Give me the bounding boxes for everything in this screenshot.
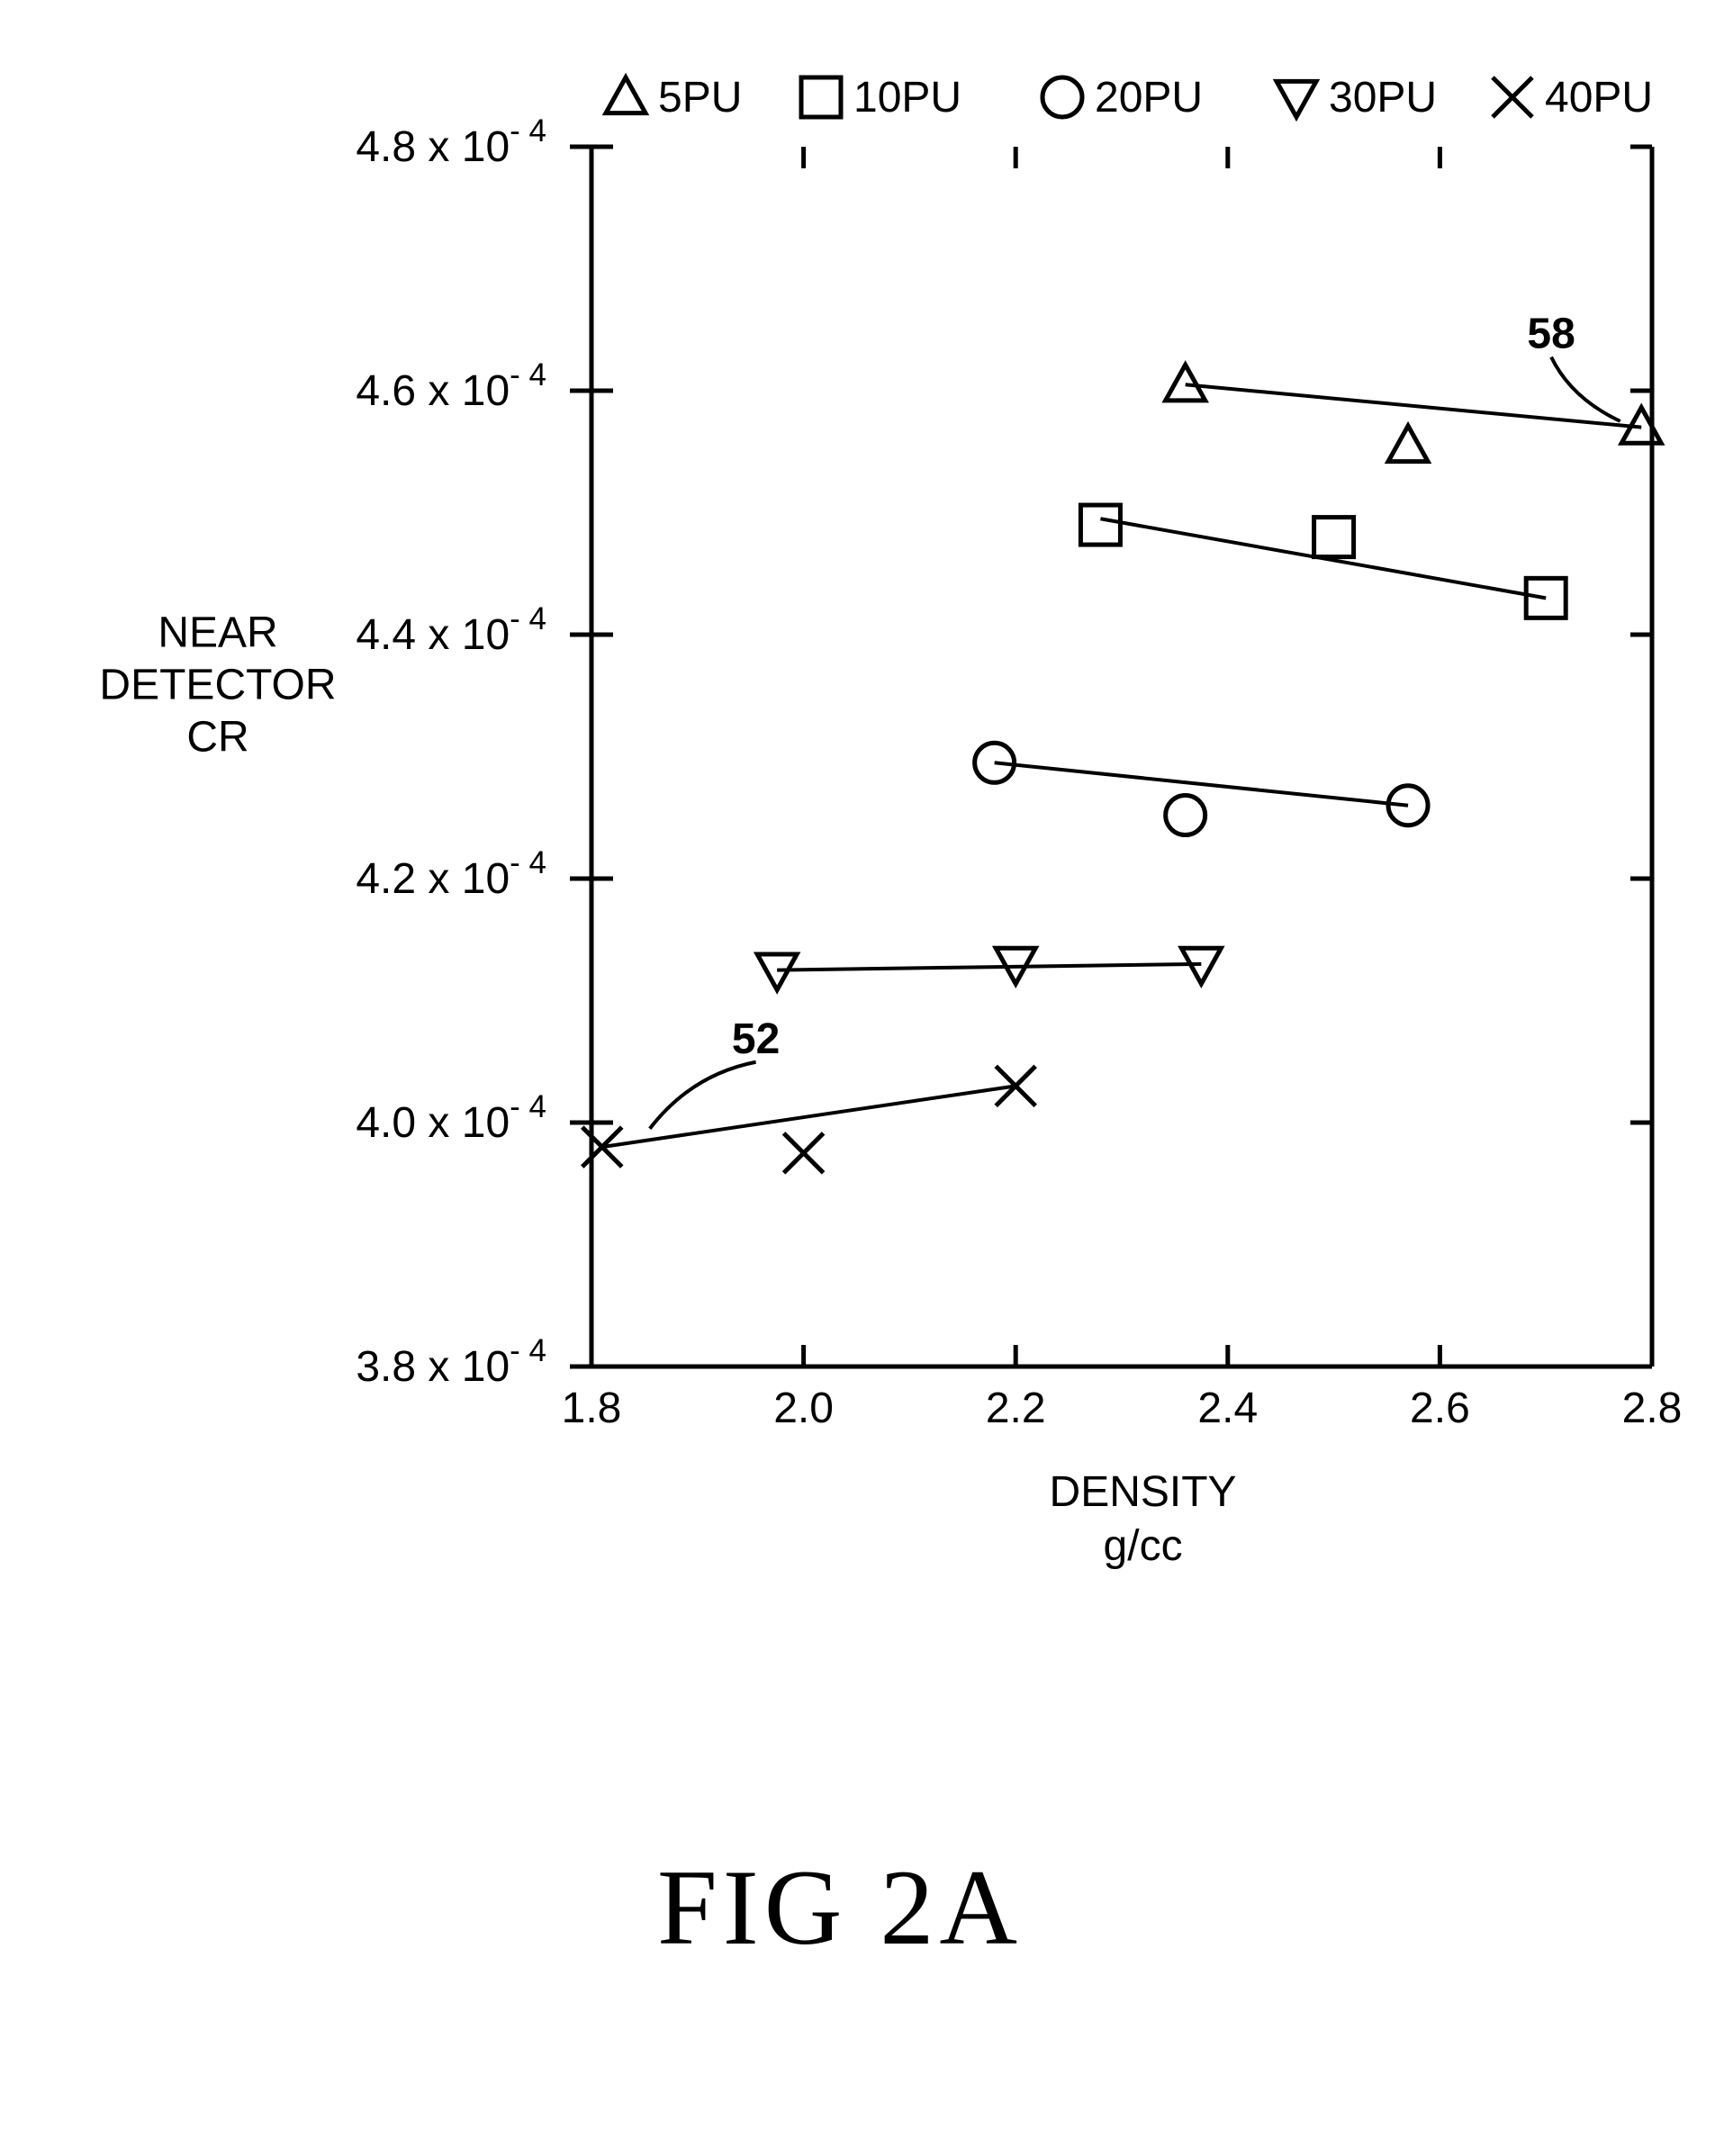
svg-text:CR: CR <box>186 714 248 762</box>
svg-text:5PU: 5PU <box>658 74 742 122</box>
svg-text:10PU: 10PU <box>853 74 961 122</box>
svg-text:2.4: 2.4 <box>1197 1385 1258 1432</box>
svg-text:2.6: 2.6 <box>1410 1385 1470 1432</box>
svg-text:4.2 x 10- 4: 4.2 x 10- 4 <box>356 845 546 903</box>
svg-text:g/cc: g/cc <box>1104 1522 1183 1570</box>
svg-text:4.4 x 10- 4: 4.4 x 10- 4 <box>356 601 546 659</box>
svg-text:4.6 x 10- 4: 4.6 x 10- 4 <box>356 357 546 415</box>
svg-text:NEAR: NEAR <box>158 609 277 657</box>
figure-title: FIG 2A <box>657 1845 1023 1970</box>
svg-text:58: 58 <box>1527 311 1575 358</box>
svg-text:40PU: 40PU <box>1545 74 1653 122</box>
svg-text:1.8: 1.8 <box>562 1385 622 1432</box>
svg-text:52: 52 <box>732 1015 780 1063</box>
svg-text:DETECTOR: DETECTOR <box>99 662 336 709</box>
svg-text:2.2: 2.2 <box>986 1385 1046 1432</box>
svg-text:3.8 x 10- 4: 3.8 x 10- 4 <box>356 1333 546 1391</box>
svg-text:20PU: 20PU <box>1095 74 1203 122</box>
svg-text:DENSITY: DENSITY <box>1050 1468 1237 1516</box>
svg-text:30PU: 30PU <box>1329 74 1437 122</box>
chart: 1.8 2.0 2.2 2.4 2.6 2.8 3.8 x 10- 4 4.0 x 10- 4… <box>0 0 1715 1800</box>
svg-text:2.0: 2.0 <box>773 1385 834 1432</box>
page-root: 1.8 2.0 2.2 2.4 2.6 2.8 3.8 x 10- 4 4.0 x 10- 4… <box>0 0 1715 2156</box>
svg-text:4.8 x 10- 4: 4.8 x 10- 4 <box>356 113 546 171</box>
svg-text:2.8: 2.8 <box>1622 1385 1683 1432</box>
svg-text:4.0 x 10- 4: 4.0 x 10- 4 <box>356 1089 546 1147</box>
